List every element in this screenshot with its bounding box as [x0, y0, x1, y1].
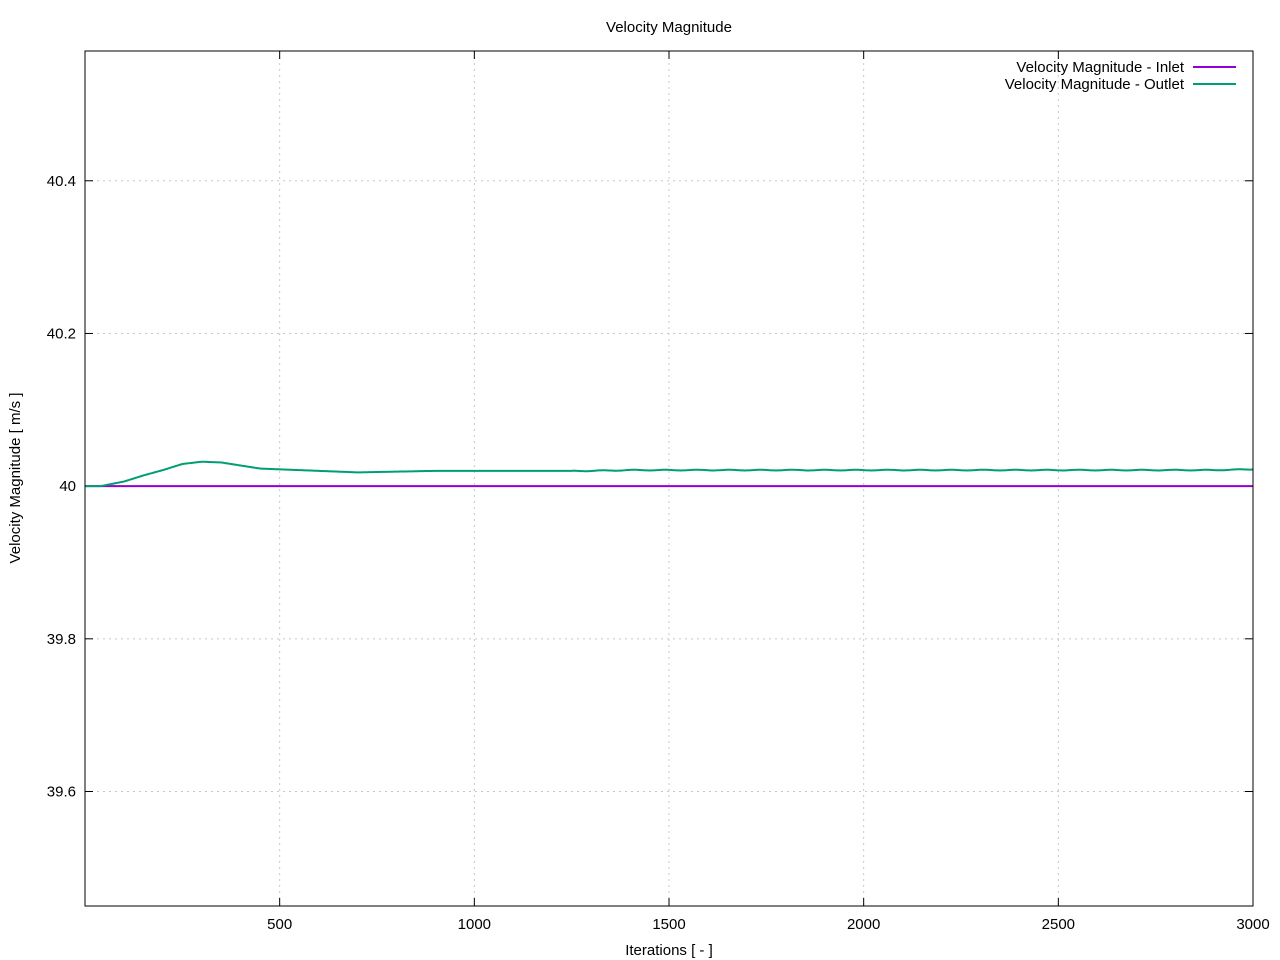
- y-tick-labels: 39.6 39.8 40 40.2 40.4: [47, 173, 76, 801]
- series-line-outlet: [85, 460, 1254, 488]
- x-tick-label: 1500: [652, 916, 685, 933]
- x-tick-label: 500: [267, 916, 292, 933]
- y-axis-label: Velocity Magnitude [ m/s ]: [7, 393, 24, 564]
- x-tick-labels: 500 1000 1500 2000 2500 3000: [267, 916, 1270, 933]
- legend-label: Velocity Magnitude - Inlet: [1016, 59, 1184, 76]
- chart-title: Velocity Magnitude: [606, 19, 732, 36]
- y-tick-label: 39.6: [47, 783, 76, 800]
- x-tick-label: 3000: [1236, 916, 1269, 933]
- y-tick-label: 40.4: [47, 173, 76, 190]
- x-tick-label: 1000: [458, 916, 491, 933]
- plot-frame: [84, 50, 1254, 907]
- grid-lines: [85, 51, 1254, 906]
- y-tick-label: 39.8: [47, 631, 76, 648]
- x-axis-label: Iterations [ - ]: [625, 942, 713, 959]
- x-tick-label: 2500: [1042, 916, 1075, 933]
- legend-label: Velocity Magnitude - Outlet: [1005, 76, 1185, 93]
- x-tick-label: 2000: [847, 916, 880, 933]
- y-tick-label: 40: [59, 478, 76, 495]
- series-layer: [85, 460, 1254, 488]
- y-tick-label: 40.2: [47, 325, 76, 342]
